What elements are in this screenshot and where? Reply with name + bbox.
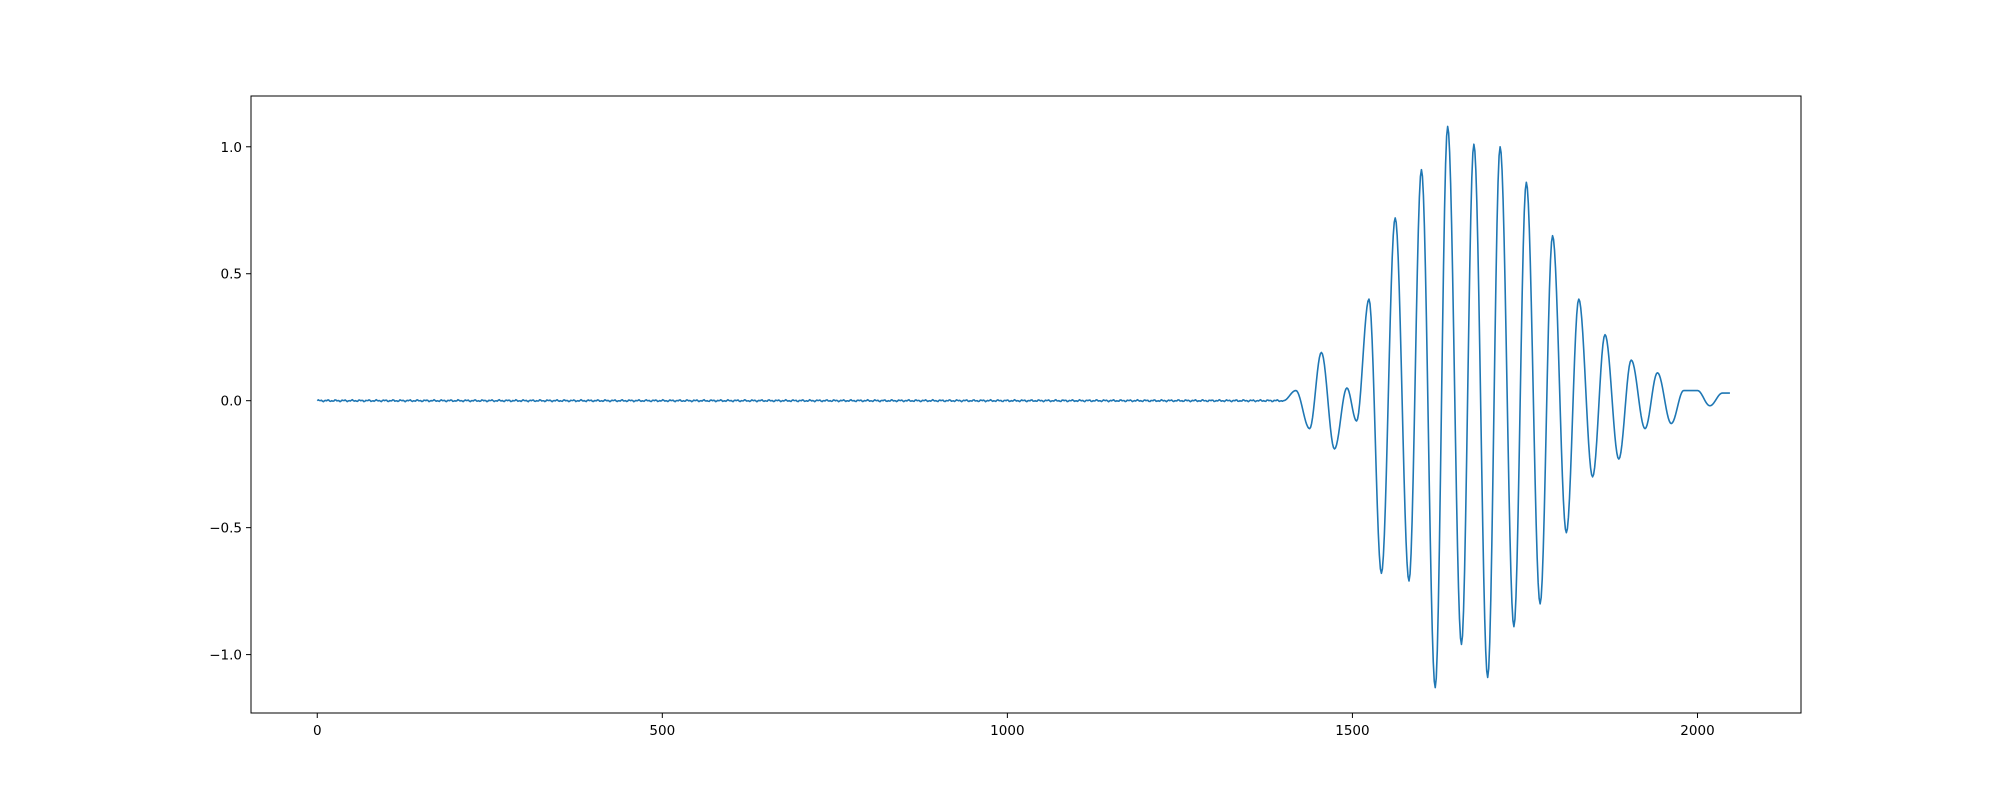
- series-line: [316, 125, 1730, 689]
- axes-frame: [250, 95, 1802, 714]
- x-tick-label: 0: [313, 723, 322, 739]
- axes: 0 500 1000 1500 2000 1.0 0.5 0.0 −0.5 −1.0: [209, 95, 1802, 739]
- x-tick-label: 2000: [1680, 723, 1714, 739]
- y-tick-label: 0.5: [221, 267, 242, 283]
- y-tick-label: −0.5: [209, 521, 242, 537]
- plot-area: [316, 125, 1730, 689]
- x-tick-label: 1500: [1335, 723, 1369, 739]
- y-tick-label: 1.0: [221, 140, 242, 156]
- x-tick-label: 500: [649, 723, 675, 739]
- x-tick-label: 1000: [990, 723, 1024, 739]
- y-tick-label: 0.0: [221, 394, 242, 410]
- y-tick-label: −1.0: [209, 648, 242, 664]
